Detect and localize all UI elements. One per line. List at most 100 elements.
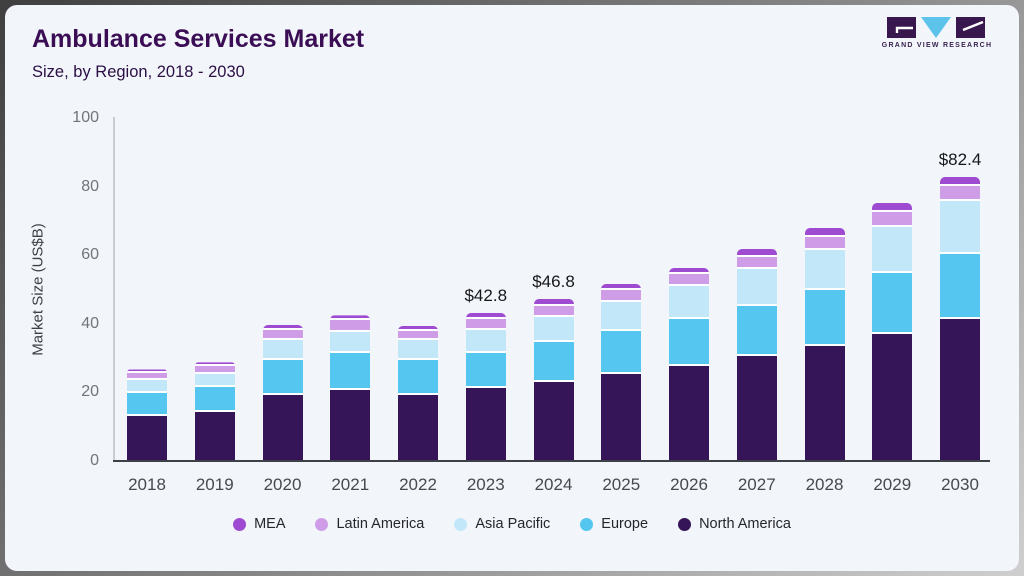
annotation-2023: $42.8 [464,286,508,306]
y-axis-title: Market Size (US$B) [29,223,47,356]
bar-segment-north-america-2021 [330,389,371,460]
bar-2026 [669,268,709,460]
bar-segment-asia-pacific-2023 [465,330,506,353]
x-tick-2022: 2022 [399,475,437,494]
x-tick-2023: 2023 [466,475,505,494]
bar-segment-north-america-2029 [872,334,913,460]
x-tick-2018: 2018 [128,475,166,494]
bar-segment-asia-pacific-2018 [127,379,167,393]
legend-label-north-america: North America [699,516,791,532]
y-tick-60: 60 [81,246,99,264]
bar-2029 [872,203,913,460]
bar-segment-asia-pacific-2025 [601,301,642,332]
bar-segment-asia-pacific-2024 [533,317,574,343]
x-tick-2021: 2021 [331,475,370,494]
bar-segment-asia-pacific-2029 [872,226,913,273]
annotation-2024: $46.8 [532,272,575,292]
bar-segment-latin-america-2028 [804,237,845,250]
bar-segment-europe-2019 [194,386,235,412]
legend-swatch-europe [580,517,594,531]
y-tick-100: 100 [72,109,99,126]
bar-segment-mea-2025 [601,284,642,291]
gvr-logo-icon [887,17,985,38]
bar-2024 [533,299,574,460]
bar-segment-asia-pacific-2019 [194,373,235,387]
x-tick-2025: 2025 [602,475,641,494]
y-tick-80: 80 [81,177,99,195]
bar-segment-north-america-2020 [262,395,303,460]
bar-segment-mea-2022 [398,325,438,331]
y-tick-0: 0 [90,452,99,469]
bar-segment-europe-2024 [533,342,574,382]
legend-label-europe: Europe [601,516,649,532]
bar-2022 [398,325,438,460]
bar-segment-mea-2026 [669,268,709,275]
page-subtitle: Size, by Region, 2018 - 2030 [32,63,245,81]
x-tick-2020: 2020 [263,475,302,494]
bar-segment-europe-2021 [330,352,371,390]
bar-segment-north-america-2030 [940,319,980,460]
bar-segment-asia-pacific-2028 [804,249,845,291]
legend-label-mea: MEA [254,516,286,532]
x-tick-2026: 2026 [670,475,708,494]
bar-segment-asia-pacific-2030 [940,201,980,255]
legend-swatch-asia-pacific [454,517,468,531]
chart-card: Ambulance Services Market Size, by Regio… [5,5,1019,571]
bar-segment-north-america-2026 [669,365,709,460]
legend-swatch-latin-america [315,517,329,531]
bar-segment-mea-2019 [194,362,235,367]
bar-2030 [940,177,980,460]
bar-segment-europe-2030 [940,254,980,320]
legend-swatch-mea [233,517,247,531]
bar-segment-north-america-2023 [465,388,506,460]
x-tick-2027: 2027 [737,475,776,494]
logo-text: GRAND VIEW RESEARCH [881,42,993,49]
bar-segment-europe-2026 [669,319,709,366]
bar-segment-mea-2029 [872,203,913,213]
x-tick-2019: 2019 [195,475,234,494]
y-tick-20: 20 [81,383,99,401]
bar-2027 [736,249,777,460]
bar-segment-mea-2028 [804,228,845,238]
bar-segment-north-america-2027 [736,356,777,460]
bar-segment-latin-america-2019 [194,366,235,374]
bar-segment-europe-2020 [262,360,303,396]
bar-segment-north-america-2024 [533,381,574,460]
y-tick-40: 40 [81,314,99,332]
bar-segment-latin-america-2024 [533,306,574,318]
bar-segment-mea-2023 [465,313,506,320]
bar-segment-latin-america-2022 [398,330,438,340]
bar-segment-mea-2030 [940,177,980,186]
bar-segment-north-america-2028 [804,345,845,460]
bar-segment-europe-2018 [127,392,167,417]
legend-swatch-north-america [678,517,692,531]
bar-segment-europe-2025 [601,331,642,375]
bar-segment-latin-america-2025 [601,290,642,302]
bar-segment-mea-2018 [127,369,167,373]
bar-segment-mea-2024 [533,299,574,306]
legend-item-asia-pacific: Asia Pacific [454,516,550,532]
bar-segment-asia-pacific-2020 [262,340,303,361]
bar-segment-north-america-2019 [194,411,235,460]
legend-item-north-america: North America [678,516,791,532]
bar-segment-latin-america-2029 [872,212,913,227]
page-title: Ambulance Services Market [32,25,365,53]
legend-item-europe: Europe [580,516,648,532]
bar-segment-mea-2020 [262,324,303,331]
bar-2025 [601,284,642,460]
bar-2020 [262,324,303,460]
bar-segment-latin-america-2023 [465,319,506,331]
bar-segment-latin-america-2018 [127,372,167,380]
legend-label-asia-pacific: Asia Pacific [475,516,551,532]
bar-segment-north-america-2025 [601,374,642,460]
bar-segment-latin-america-2027 [736,256,777,269]
bar-segment-latin-america-2021 [330,320,371,333]
bar-2023 [465,313,506,460]
bar-2028 [804,228,845,460]
bar-segment-mea-2027 [736,249,777,257]
grand-view-research-logo: GRAND VIEW RESEARCH [881,17,993,49]
x-axis-line [113,460,990,462]
bar-segment-latin-america-2030 [940,185,980,202]
legend-item-latin-america: Latin America [315,516,424,532]
bar-segment-asia-pacific-2021 [330,332,371,353]
